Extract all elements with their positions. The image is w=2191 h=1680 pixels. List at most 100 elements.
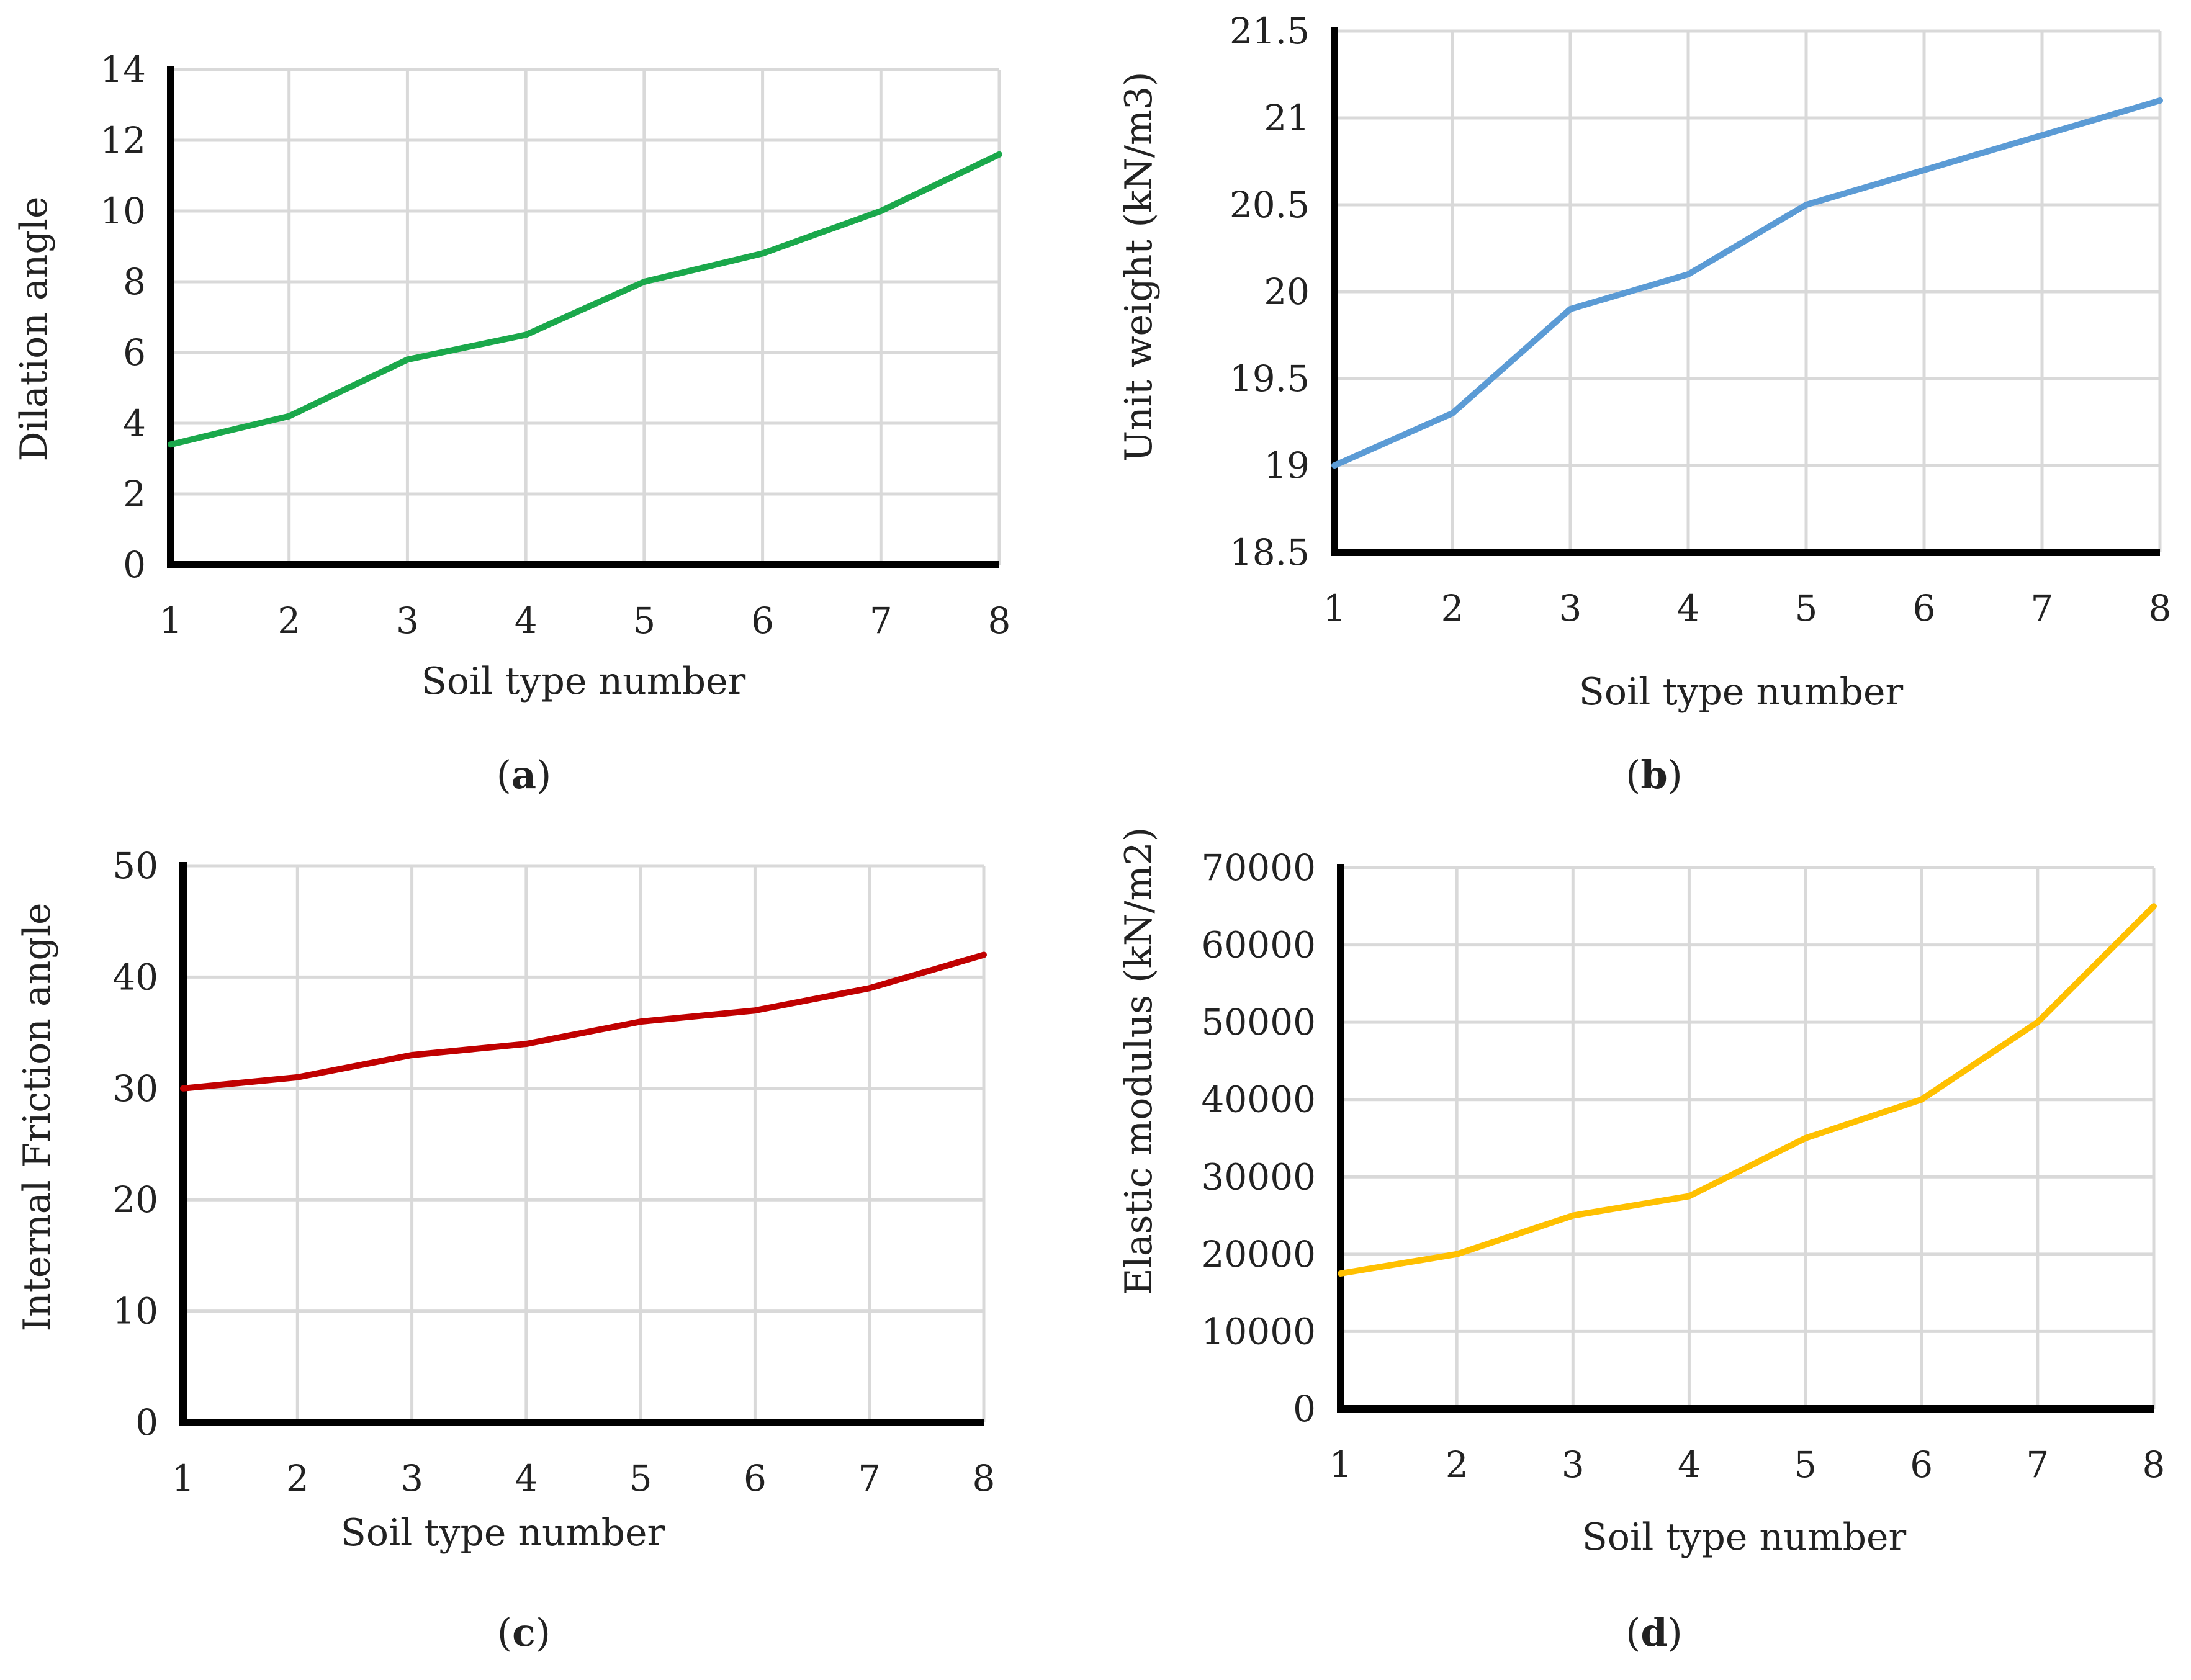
x-tick-label: 2 — [277, 600, 300, 642]
y-tick-label: 10000 — [1201, 1310, 1316, 1352]
x-tick-label: 5 — [632, 600, 655, 642]
axes-c — [179, 862, 984, 1426]
x-tick-label: 4 — [515, 1457, 538, 1499]
panel-label-d: (d) — [1626, 1610, 1683, 1655]
grid-a — [169, 68, 1001, 567]
y-tick-label: 4 — [123, 402, 146, 444]
y-tick-label: 30000 — [1201, 1156, 1316, 1198]
y-tick-label: 50000 — [1201, 1001, 1316, 1043]
grid-b — [1333, 29, 2162, 554]
y-tick-label: 19 — [1264, 444, 1310, 487]
y-tick-label: 19.5 — [1230, 357, 1310, 400]
x-tick-label: 3 — [396, 600, 419, 642]
x-tick-label: 7 — [858, 1457, 881, 1499]
x-tick-labels-c: 1 2 3 4 5 6 7 8 — [172, 1457, 996, 1499]
axes-d — [1337, 864, 2154, 1413]
y-axis-title-d: Elastic modulus (kN/m2) — [1117, 827, 1161, 1295]
y-tick-label: 40000 — [1201, 1079, 1316, 1121]
x-tick-label: 2 — [286, 1457, 309, 1499]
x-tick-labels-b: 1 2 3 4 5 6 7 8 — [1323, 587, 2172, 629]
y-tick-label: 20 — [1264, 271, 1310, 313]
y-axis-title-a: Dilation angle — [12, 197, 56, 462]
y-tick-label: 18.5 — [1230, 531, 1310, 573]
series-d — [1338, 903, 2157, 1277]
y-tick-label: 60000 — [1201, 924, 1316, 966]
y-tick-label: 12 — [100, 119, 146, 161]
series-c — [180, 951, 987, 1092]
y-tick-label: 0 — [135, 1401, 158, 1444]
y-tick-label: 14 — [100, 48, 146, 91]
y-tick-label: 10 — [112, 1290, 158, 1332]
y-tick-label: 20.5 — [1230, 184, 1310, 226]
y-tick-label: 20000 — [1201, 1233, 1316, 1275]
x-axis-title-c: Soil type number — [341, 1511, 665, 1555]
panel-label-a: (a) — [497, 752, 552, 797]
x-tick-label: 8 — [2143, 1444, 2166, 1486]
x-tick-labels-a: 1 2 3 4 5 6 7 8 — [160, 600, 1011, 642]
x-tick-label: 3 — [1562, 1444, 1585, 1486]
x-tick-label: 4 — [1677, 587, 1700, 629]
grid-d — [1339, 866, 2156, 1411]
y-tick-label: 30 — [112, 1067, 158, 1110]
y-tick-label: 2 — [123, 473, 146, 515]
x-tick-label: 8 — [973, 1457, 996, 1499]
y-tick-label: 0 — [123, 544, 146, 586]
x-tick-label: 6 — [1910, 1444, 1933, 1486]
x-tick-label: 6 — [744, 1457, 767, 1499]
x-axis-title-b: Soil type number — [1579, 670, 1904, 714]
x-tick-label: 5 — [1795, 587, 1818, 629]
y-tick-labels-a: 0 2 4 6 8 10 12 14 — [100, 48, 146, 586]
x-tick-label: 5 — [629, 1457, 652, 1499]
x-tick-label: 3 — [1559, 587, 1582, 629]
y-tick-labels-c: 0 10 20 30 40 50 — [112, 845, 158, 1444]
x-tick-label: 1 — [172, 1457, 195, 1499]
x-tick-label: 6 — [751, 600, 774, 642]
x-tick-label: 8 — [988, 600, 1011, 642]
y-axis-title-c: Internal Friction angle — [16, 902, 59, 1331]
chart-d: 0 10000 20000 30000 40000 50000 60000 70000 1 2 3… — [1117, 827, 2166, 1655]
x-axis-title-d: Soil type number — [1582, 1516, 1907, 1559]
x-tick-label: 7 — [2026, 1444, 2049, 1486]
series-a — [168, 151, 1002, 448]
y-tick-label: 20 — [112, 1179, 158, 1221]
series-line — [1331, 97, 2163, 469]
x-tick-label: 1 — [160, 600, 182, 642]
y-tick-label: 10 — [100, 190, 146, 232]
y-tick-label: 50 — [112, 845, 158, 887]
x-tick-labels-d: 1 2 3 4 5 6 7 8 — [1329, 1444, 2166, 1486]
series-line — [180, 951, 987, 1092]
x-tick-label: 5 — [1794, 1444, 1817, 1486]
x-tick-label: 7 — [870, 600, 893, 642]
y-tick-label: 0 — [1293, 1388, 1316, 1430]
x-tick-label: 8 — [2149, 587, 2172, 629]
y-axis-title-b: Unit weight (kN/m3) — [1117, 72, 1161, 462]
y-tick-label: 21 — [1264, 97, 1310, 139]
chart-c: 0 10 20 30 40 50 1 2 3 4 5 6 7 8 Internal Friction a… — [16, 845, 996, 1655]
series-b — [1331, 97, 2163, 469]
panel-label-b: (b) — [1626, 752, 1683, 797]
y-tick-labels-d: 0 10000 20000 30000 40000 50000 60000 70000 — [1201, 847, 1316, 1430]
x-tick-label: 3 — [400, 1457, 423, 1499]
y-tick-label: 6 — [123, 331, 146, 374]
x-tick-label: 2 — [1446, 1444, 1469, 1486]
series-line — [168, 151, 1002, 448]
y-tick-label: 70000 — [1201, 847, 1316, 889]
grid-c — [181, 864, 986, 1424]
x-tick-label: 1 — [1329, 1444, 1352, 1486]
x-axis-title-a: Soil type number — [421, 660, 746, 703]
y-tick-label: 40 — [112, 956, 158, 998]
y-tick-labels-b: 18.5 19 19.5 20 20.5 21 21.5 — [1230, 10, 1310, 573]
x-tick-label: 4 — [1678, 1444, 1701, 1486]
panel-label-c: (c) — [497, 1610, 551, 1655]
y-tick-label: 21.5 — [1230, 10, 1310, 52]
series-line — [1338, 903, 2157, 1277]
chart-b: 18.5 19 19.5 20 20.5 21 21.5 1 2 3 4 5 6 7 8 Unit wei… — [1117, 10, 2172, 797]
x-tick-label: 7 — [2031, 587, 2054, 629]
x-tick-label: 4 — [515, 600, 538, 642]
axes-a — [167, 66, 999, 568]
y-tick-label: 8 — [123, 261, 146, 303]
x-tick-label: 6 — [1913, 587, 1936, 629]
x-tick-label: 1 — [1323, 587, 1346, 629]
